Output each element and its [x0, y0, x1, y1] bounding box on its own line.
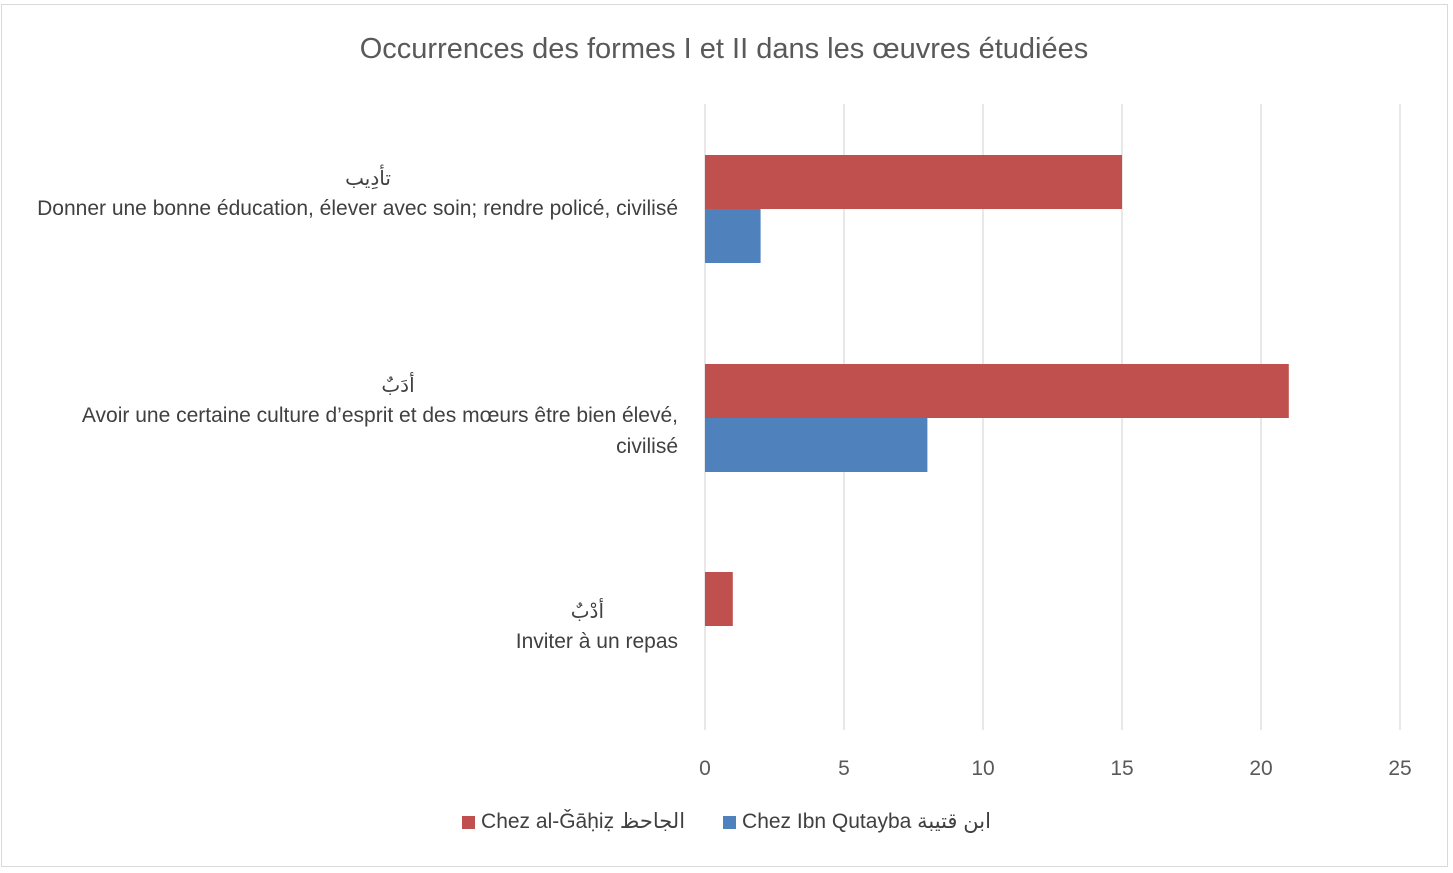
category-label-1: تأدِيب Donner une bonne éducation, éleve…: [18, 163, 678, 224]
category-label-2-text: Avoir une certaine culture d’esprit et d…: [81, 404, 678, 458]
chart-border: [1, 4, 1448, 867]
category-label-1-arabic: تأدِيب: [345, 166, 391, 190]
bar-1-series-1: [705, 155, 1122, 209]
x-tick-label-25: 25: [1388, 757, 1411, 780]
category-label-3-text: Inviter à un repas: [515, 630, 678, 653]
chart-legend: Chez al-Ǧāḥiẓ الجاحظ Chez Ibn Qutayba اب…: [0, 807, 1453, 837]
legend-swatch-series-2: [723, 815, 737, 829]
bar-1-series-2: [705, 209, 761, 263]
category-label-1-text: Donner une bonne éducation, élever avec …: [37, 197, 678, 220]
x-tick-label-5: 5: [838, 757, 850, 780]
x-tick-label-20: 20: [1249, 757, 1272, 780]
category-label-3: أدْبٌ Inviter à un repas: [18, 596, 678, 657]
x-tick-label-0: 0: [699, 757, 711, 780]
legend-item-series-1: Chez al-Ǧāḥiẓ الجاحظ: [462, 807, 685, 837]
x-tick-label-10: 10: [971, 757, 994, 780]
bar-3-series-1: [705, 572, 733, 626]
category-label-2: أدَبٌ Avoir une certaine culture d’espri…: [18, 370, 678, 462]
legend-label-series-1: Chez al-Ǧāḥiẓ الجاحظ: [481, 810, 686, 833]
bar-2-series-2: [705, 418, 928, 472]
category-label-2-arabic: أدَبٌ: [381, 373, 415, 397]
x-tick-label-15: 15: [1110, 757, 1133, 780]
category-label-3-arabic: أدْبٌ: [570, 599, 604, 623]
legend-item-series-2: Chez Ibn Qutayba ابن قتيبة: [723, 807, 991, 837]
legend-label-series-2: Chez Ibn Qutayba ابن قتيبة: [742, 810, 991, 833]
bar-2-series-1: [705, 364, 1289, 418]
legend-swatch-series-1: [462, 815, 476, 829]
chart-title: Occurrences des formes I et II dans les …: [360, 33, 1089, 65]
